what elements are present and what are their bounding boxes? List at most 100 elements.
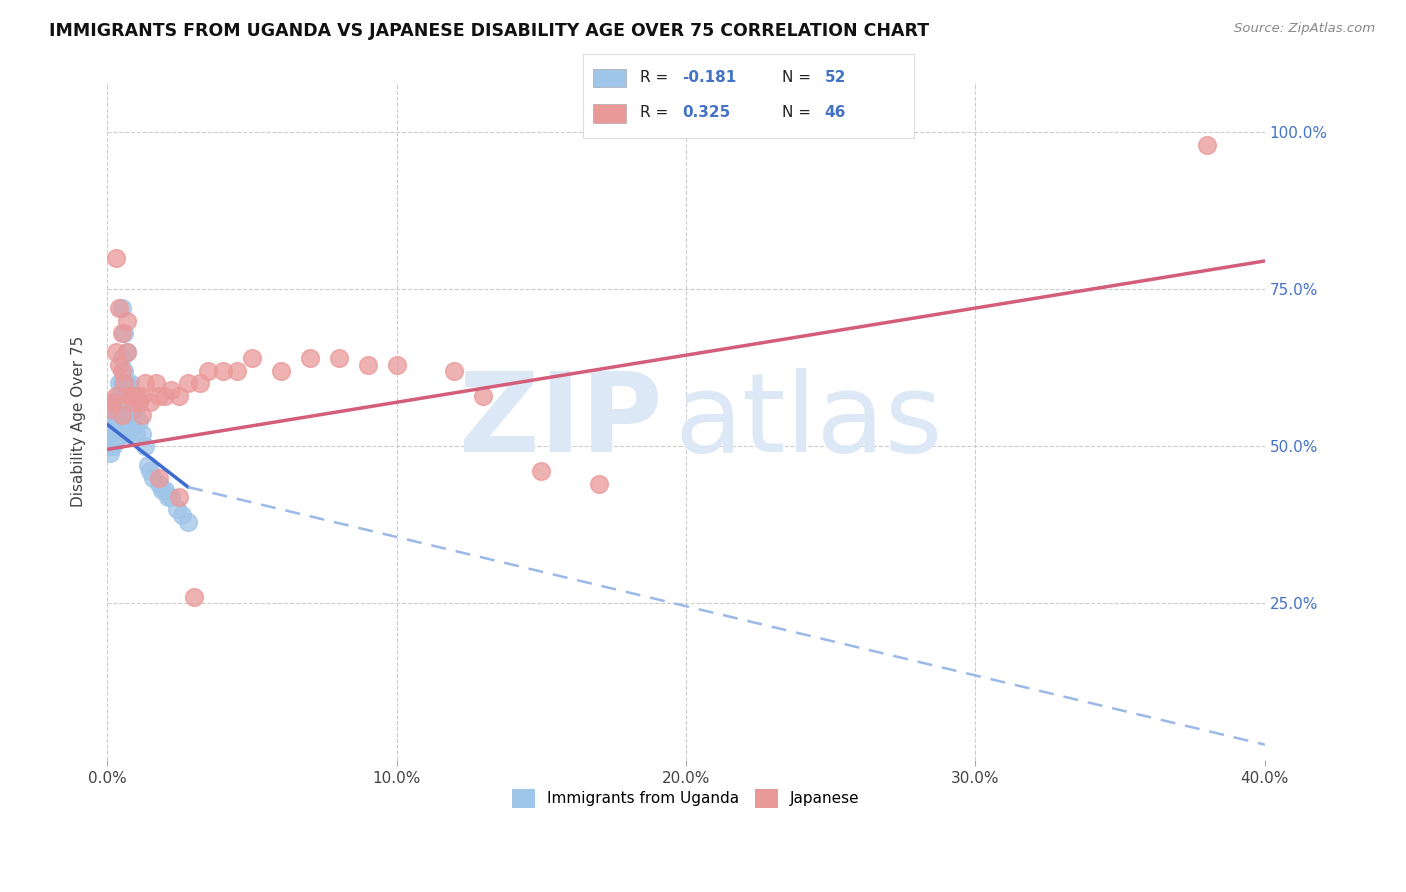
Point <box>110 301 132 315</box>
Point <box>212 364 235 378</box>
Point <box>107 414 129 428</box>
Text: N =: N = <box>782 70 815 85</box>
Text: R =: R = <box>640 70 673 85</box>
Point <box>128 395 150 409</box>
Point <box>101 433 124 447</box>
Point <box>183 590 205 604</box>
Point <box>131 426 153 441</box>
Point <box>530 464 553 478</box>
Text: -0.181: -0.181 <box>683 70 737 85</box>
Point <box>107 358 129 372</box>
Point <box>125 401 148 416</box>
Point <box>110 364 132 378</box>
Point <box>110 351 132 366</box>
Point <box>117 345 139 359</box>
Point <box>120 376 142 391</box>
Point <box>1195 137 1218 152</box>
Point <box>104 395 127 409</box>
Point <box>114 414 136 428</box>
Point <box>114 376 136 391</box>
Point <box>101 420 124 434</box>
Point <box>125 426 148 441</box>
Point <box>153 389 176 403</box>
Point <box>122 389 145 403</box>
Point <box>136 458 159 472</box>
Point <box>169 490 191 504</box>
Point <box>226 364 249 378</box>
Text: ZIP: ZIP <box>460 368 662 475</box>
Point <box>107 376 129 391</box>
Text: atlas: atlas <box>675 368 943 475</box>
Y-axis label: Disability Age Over 75: Disability Age Over 75 <box>72 335 86 507</box>
Point <box>110 414 132 428</box>
Bar <box>593 69 627 87</box>
Point <box>114 326 136 341</box>
Point <box>114 364 136 378</box>
Point <box>107 389 129 403</box>
Point <box>120 414 142 428</box>
Point <box>240 351 263 366</box>
Point <box>356 358 378 372</box>
Point <box>120 395 142 409</box>
Point <box>131 408 153 422</box>
Point <box>166 502 188 516</box>
Point <box>117 401 139 416</box>
Point <box>177 515 200 529</box>
Point <box>110 326 132 341</box>
Point <box>117 345 139 359</box>
Point <box>104 251 127 265</box>
Point <box>139 464 162 478</box>
Point <box>101 439 124 453</box>
Point <box>117 313 139 327</box>
Point <box>101 395 124 409</box>
Point <box>385 358 408 372</box>
Point <box>120 389 142 403</box>
Point <box>98 401 121 416</box>
Point <box>117 426 139 441</box>
Point <box>298 351 321 366</box>
Text: Source: ZipAtlas.com: Source: ZipAtlas.com <box>1234 22 1375 36</box>
Point <box>107 301 129 315</box>
Text: 46: 46 <box>825 105 846 120</box>
Point <box>101 426 124 441</box>
Point <box>98 445 121 459</box>
Point <box>588 477 610 491</box>
Point <box>188 376 211 391</box>
Point <box>150 483 173 498</box>
Point <box>122 395 145 409</box>
Text: 0.325: 0.325 <box>683 105 731 120</box>
Point <box>98 439 121 453</box>
Point <box>125 389 148 403</box>
Point <box>104 414 127 428</box>
Point <box>104 426 127 441</box>
Point <box>169 389 191 403</box>
Point <box>443 364 465 378</box>
Point <box>107 408 129 422</box>
Text: 52: 52 <box>825 70 846 85</box>
Legend: Immigrants from Uganda, Japanese: Immigrants from Uganda, Japanese <box>506 783 866 814</box>
Point <box>104 389 127 403</box>
Point <box>104 433 127 447</box>
Point <box>145 376 167 391</box>
Point <box>128 414 150 428</box>
Point <box>328 351 350 366</box>
Point <box>142 471 165 485</box>
Point <box>139 395 162 409</box>
Point <box>110 376 132 391</box>
Point <box>110 408 132 422</box>
Point <box>110 426 132 441</box>
Point <box>156 490 179 504</box>
Point <box>98 439 121 453</box>
Point <box>177 376 200 391</box>
Point <box>197 364 219 378</box>
Text: IMMIGRANTS FROM UGANDA VS JAPANESE DISABILITY AGE OVER 75 CORRELATION CHART: IMMIGRANTS FROM UGANDA VS JAPANESE DISAB… <box>49 22 929 40</box>
Text: R =: R = <box>640 105 673 120</box>
Point <box>134 376 156 391</box>
Point <box>148 389 170 403</box>
Point <box>472 389 495 403</box>
Point <box>104 408 127 422</box>
Text: N =: N = <box>782 105 815 120</box>
Point <box>122 420 145 434</box>
Point <box>270 364 292 378</box>
Point <box>134 439 156 453</box>
